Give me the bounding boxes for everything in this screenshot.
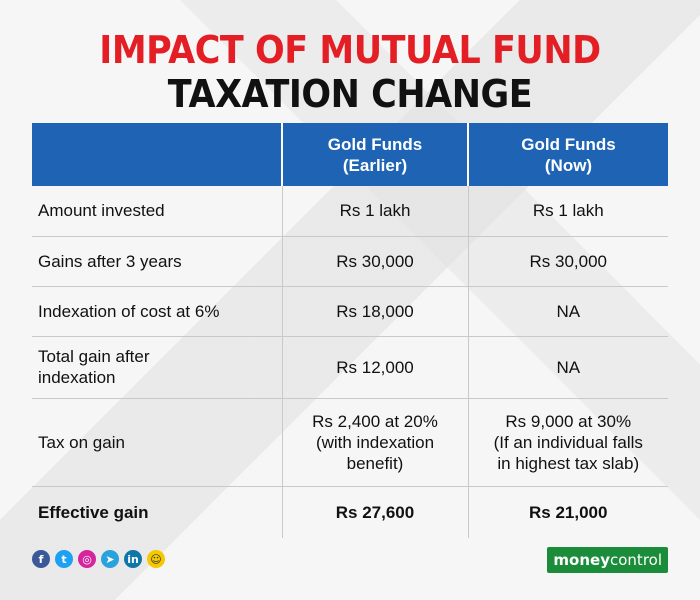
title-line-1: IMPACT OF MUTUAL FUND: [99, 28, 601, 72]
value-earlier: Rs 18,000: [282, 286, 469, 337]
header-earlier-line2: (Earlier): [342, 155, 408, 175]
value-earlier: Rs 27,600: [282, 486, 469, 538]
moneycontrol-logo[interactable]: money control: [547, 547, 668, 573]
value-now: Rs 1 lakh: [468, 186, 668, 237]
row-label: Tax on gain: [32, 398, 283, 487]
value-now-line2: (If an individual falls: [493, 432, 643, 452]
row-label-line2: indexation: [38, 368, 116, 387]
row-label: Indexation of cost at 6%: [32, 286, 283, 337]
value-earlier: Rs 2,400 at 20% (with indexation benefit…: [282, 398, 469, 487]
table-row: Tax on gain Rs 2,400 at 20% (with indexa…: [32, 398, 668, 487]
instagram-icon[interactable]: ◎: [78, 550, 96, 568]
header-now-line1: Gold Funds: [521, 134, 616, 154]
brand-money: money: [553, 551, 610, 569]
table-row: Gains after 3 years Rs 30,000 Rs 30,000: [32, 236, 668, 287]
row-label: Amount invested: [32, 186, 283, 237]
value-now: NA: [468, 336, 668, 399]
value-earlier-line2: (with indexation: [315, 432, 435, 452]
value-earlier: Rs 1 lakh: [282, 186, 469, 237]
footer: f t ◎ ➤ in ☺ money control: [32, 547, 668, 575]
value-earlier: Rs 12,000: [282, 336, 469, 399]
row-label-line1: Total gain after: [38, 347, 150, 366]
row-label: Gains after 3 years: [32, 236, 283, 287]
linkedin-icon[interactable]: in: [124, 550, 142, 568]
value-now: Rs 30,000: [468, 236, 668, 287]
value-now-line3: in highest tax slab): [497, 453, 640, 473]
snapchat-icon[interactable]: ☺: [147, 550, 165, 568]
table-row: Amount invested Rs 1 lakh Rs 1 lakh: [32, 186, 668, 237]
header-now-line2: (Now): [544, 155, 593, 175]
value-now: NA: [468, 286, 668, 337]
title-line-2: TAXATION CHANGE: [167, 72, 533, 116]
twitter-icon[interactable]: t: [55, 550, 73, 568]
table-header-row: Gold Funds (Earlier) Gold Funds (Now): [32, 123, 668, 186]
infographic-title: IMPACT OF MUTUAL FUND TAXATION CHANGE: [0, 28, 700, 116]
row-label: Effective gain: [32, 486, 283, 538]
telegram-icon[interactable]: ➤: [101, 550, 119, 568]
value-earlier-line1: Rs 2,400 at 20%: [312, 411, 438, 431]
social-icons: f t ◎ ➤ in ☺: [32, 550, 165, 568]
facebook-icon[interactable]: f: [32, 550, 50, 568]
brand-control: control: [610, 551, 662, 569]
value-now: Rs 21,000: [529, 502, 608, 522]
value-now: Rs 9,000 at 30% (If an individual falls …: [468, 398, 668, 487]
value-earlier: Rs 30,000: [282, 236, 469, 287]
header-earlier-line1: Gold Funds: [327, 134, 423, 154]
table-row-total: Effective gain Rs 27,600 Rs 21,000: [32, 486, 668, 538]
comparison-table: Gold Funds (Earlier) Gold Funds (Now) Am…: [32, 123, 668, 538]
header-empty: [32, 123, 283, 186]
table-row: Total gain after indexation Rs 12,000 NA: [32, 336, 668, 399]
table-row: Indexation of cost at 6% Rs 18,000 NA: [32, 286, 668, 337]
header-now: Gold Funds (Now): [468, 123, 668, 186]
value-earlier-line3: benefit): [346, 453, 404, 473]
header-earlier: Gold Funds (Earlier): [282, 123, 469, 186]
value-now-line1: Rs 9,000 at 30%: [505, 411, 632, 431]
row-label: Total gain after indexation: [32, 336, 283, 399]
